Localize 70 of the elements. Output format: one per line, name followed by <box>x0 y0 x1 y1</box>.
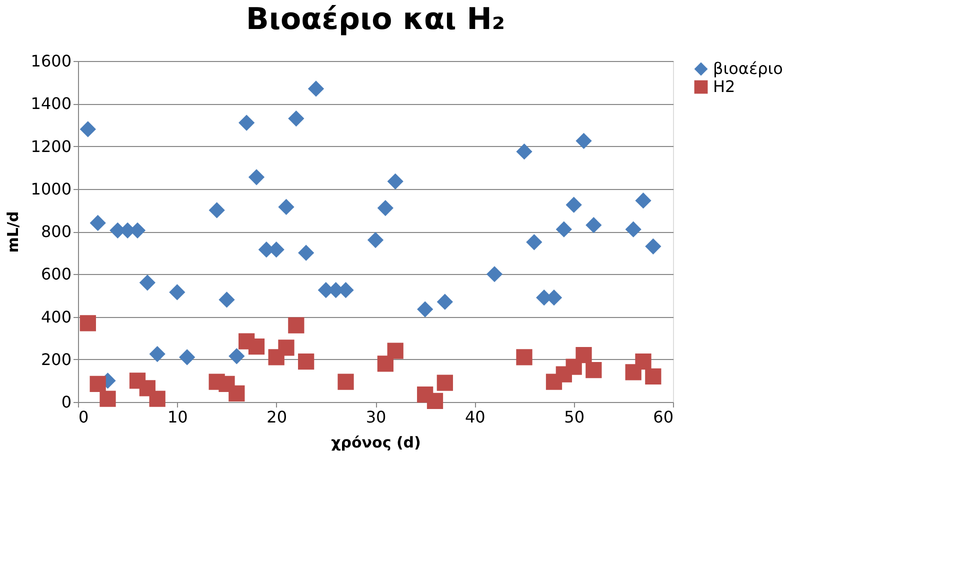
point <box>149 346 166 362</box>
point <box>387 173 404 190</box>
point <box>566 196 582 213</box>
point <box>367 232 384 248</box>
point <box>417 301 434 318</box>
point <box>278 198 294 216</box>
point <box>436 294 453 310</box>
x-tick-label: 50 <box>564 408 585 426</box>
point <box>238 114 255 131</box>
point <box>586 217 602 234</box>
point <box>645 368 662 384</box>
legend-label: H2 <box>713 77 736 96</box>
point <box>338 374 354 390</box>
y-tick-label: 600 <box>40 264 72 284</box>
point <box>576 132 592 149</box>
point <box>635 353 652 370</box>
point <box>208 202 225 218</box>
point <box>80 121 96 138</box>
point <box>645 238 662 254</box>
point <box>139 274 156 291</box>
point <box>308 80 324 97</box>
point <box>248 169 265 186</box>
point <box>426 392 444 409</box>
point <box>377 200 394 216</box>
y-axis-title: mL/d <box>4 211 22 253</box>
point <box>576 347 592 364</box>
point <box>298 353 314 370</box>
point <box>298 244 314 261</box>
point <box>486 266 503 282</box>
x-axis-title: χρόνος (d) <box>331 434 421 452</box>
point <box>556 221 572 238</box>
legend-label: βιοαέριο <box>713 59 783 78</box>
y-tick-label: 1400 <box>30 94 72 114</box>
point <box>526 234 542 250</box>
point <box>387 342 404 359</box>
point <box>80 315 96 332</box>
x-tick-label: 0 <box>78 408 89 426</box>
point <box>288 317 304 334</box>
y-tick-label: 800 <box>40 222 72 241</box>
y-tick-label: 1000 <box>30 179 72 198</box>
point <box>100 390 116 407</box>
point <box>516 144 532 160</box>
point <box>169 284 186 300</box>
y-tick-label: 1600 <box>30 52 72 70</box>
x-tick-label: 60 <box>653 408 674 426</box>
chart-title: Βιοαέριο και H₂ <box>246 2 505 37</box>
x-tick-label: 30 <box>366 408 386 426</box>
point <box>218 292 235 308</box>
point <box>288 110 304 127</box>
point <box>625 221 642 238</box>
point <box>586 362 602 378</box>
point <box>228 348 245 364</box>
point <box>635 192 652 209</box>
x-tick-label: 10 <box>167 408 188 426</box>
point <box>516 349 532 366</box>
y-tick-label: 0 <box>61 392 72 412</box>
point <box>179 349 196 366</box>
point <box>149 390 166 407</box>
point <box>248 338 265 355</box>
y-tick-label: 1200 <box>30 136 72 156</box>
point <box>278 340 294 356</box>
point <box>90 214 106 232</box>
y-tick-label: 200 <box>40 350 72 369</box>
point <box>436 374 453 391</box>
point <box>90 376 106 392</box>
x-tick-label: 40 <box>464 408 486 426</box>
point <box>228 385 245 402</box>
point <box>377 356 394 372</box>
x-tick-label: 20 <box>266 408 288 426</box>
y-tick-label: 400 <box>40 307 72 326</box>
